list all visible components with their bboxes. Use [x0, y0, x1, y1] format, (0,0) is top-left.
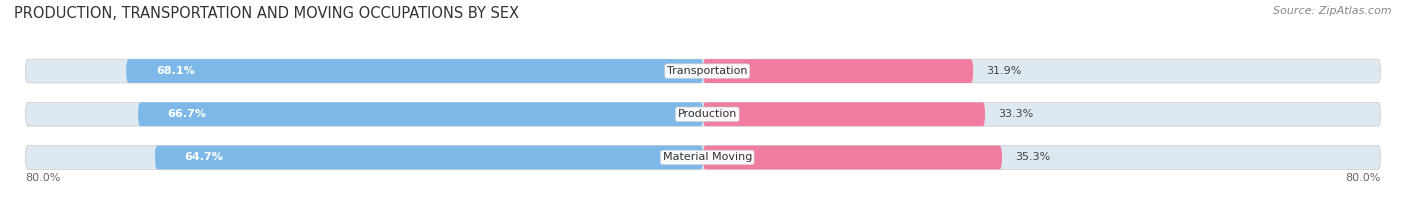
Text: 33.3%: 33.3%: [998, 109, 1033, 119]
FancyBboxPatch shape: [703, 59, 973, 83]
Text: 80.0%: 80.0%: [25, 173, 60, 183]
Text: 31.9%: 31.9%: [986, 66, 1021, 76]
Text: 35.3%: 35.3%: [1015, 152, 1050, 163]
Text: Material Moving: Material Moving: [662, 152, 752, 163]
Text: PRODUCTION, TRANSPORTATION AND MOVING OCCUPATIONS BY SEX: PRODUCTION, TRANSPORTATION AND MOVING OC…: [14, 6, 519, 21]
Text: 80.0%: 80.0%: [1346, 173, 1381, 183]
FancyBboxPatch shape: [703, 102, 986, 126]
Text: 66.7%: 66.7%: [167, 109, 207, 119]
Text: Source: ZipAtlas.com: Source: ZipAtlas.com: [1274, 6, 1392, 16]
FancyBboxPatch shape: [138, 102, 703, 126]
Text: 68.1%: 68.1%: [156, 66, 194, 76]
FancyBboxPatch shape: [25, 146, 1381, 169]
FancyBboxPatch shape: [127, 59, 703, 83]
FancyBboxPatch shape: [703, 146, 1002, 169]
FancyBboxPatch shape: [25, 102, 1381, 126]
Text: Transportation: Transportation: [666, 66, 748, 76]
Text: 64.7%: 64.7%: [184, 152, 224, 163]
FancyBboxPatch shape: [155, 146, 703, 169]
Text: Production: Production: [678, 109, 737, 119]
FancyBboxPatch shape: [25, 59, 1381, 83]
